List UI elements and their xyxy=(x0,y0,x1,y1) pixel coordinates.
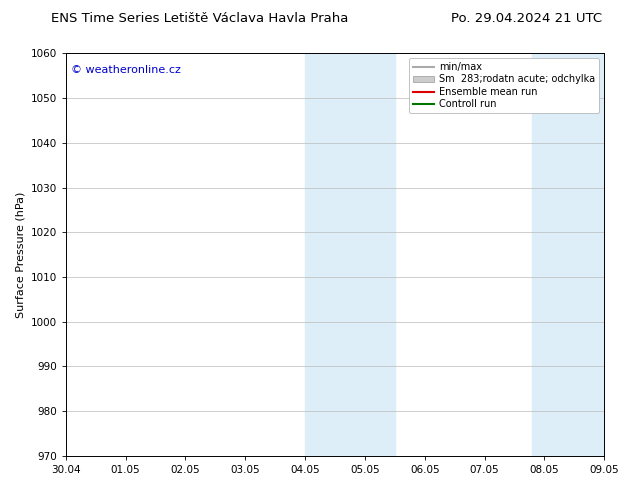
Legend: min/max, Sm  283;rodatn acute; odchylka, Ensemble mean run, Controll run: min/max, Sm 283;rodatn acute; odchylka, … xyxy=(409,58,599,113)
Text: ENS Time Series Letiště Václava Havla Praha: ENS Time Series Letiště Václava Havla Pr… xyxy=(51,12,348,25)
Text: Po. 29.04.2024 21 UTC: Po. 29.04.2024 21 UTC xyxy=(451,12,602,25)
Bar xyxy=(305,53,395,456)
Y-axis label: Surface Pressure (hPa): Surface Pressure (hPa) xyxy=(15,192,25,318)
Bar xyxy=(533,53,604,456)
Text: © weatheronline.cz: © weatheronline.cz xyxy=(71,65,181,75)
